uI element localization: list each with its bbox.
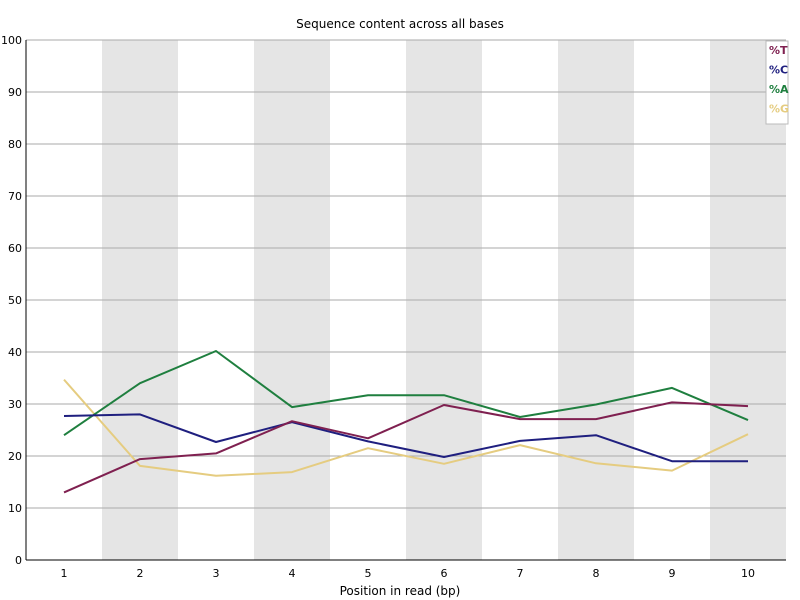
x-tick-label: 8	[593, 567, 600, 580]
legend-entry-t: %T	[769, 44, 788, 57]
series-line-a	[63, 350, 749, 437]
y-tick-label: 30	[8, 398, 22, 411]
y-tick-label: 90	[8, 86, 22, 99]
x-axis-label: Position in read (bp)	[340, 584, 461, 598]
y-tick-label: 70	[8, 190, 22, 203]
y-tick-label: 60	[8, 242, 22, 255]
y-tick-label: 80	[8, 138, 22, 151]
y-tick-label: 10	[8, 502, 22, 515]
x-tick-label: 7	[517, 567, 524, 580]
x-tick-label: 2	[137, 567, 144, 580]
legend-entry-a: %A	[769, 83, 789, 96]
legend-entry-g: %G	[769, 103, 789, 116]
series-line-c	[63, 413, 748, 463]
y-tick-label: 20	[8, 450, 22, 463]
y-tick-label: 40	[8, 346, 22, 359]
series-line-t	[63, 401, 749, 494]
x-tick-label: 10	[741, 567, 755, 580]
x-tick-label: 3	[213, 567, 220, 580]
x-tick-labels: 1 2 3 4 5 6 7 8 9 10	[61, 567, 756, 580]
x-tick-label: 9	[669, 567, 676, 580]
legend-entry-c: %C	[769, 64, 788, 77]
y-tick-label: 0	[15, 554, 22, 567]
y-tick-labels: 0 10 20 30 40 50 60 70 80 90 100	[1, 34, 22, 567]
x-tick-label: 5	[365, 567, 372, 580]
y-tick-label: 50	[8, 294, 22, 307]
chart-title: Sequence content across all bases	[296, 17, 504, 31]
series-lines	[63, 350, 749, 494]
x-tick-label: 6	[441, 567, 448, 580]
y-tick-label: 100	[1, 34, 22, 47]
series-line-g	[63, 378, 749, 477]
legend-box	[765, 40, 789, 125]
legend: %T %C %A %G	[765, 40, 789, 125]
x-tick-label: 1	[61, 567, 68, 580]
x-tick-label: 4	[289, 567, 296, 580]
axes	[25, 40, 786, 561]
